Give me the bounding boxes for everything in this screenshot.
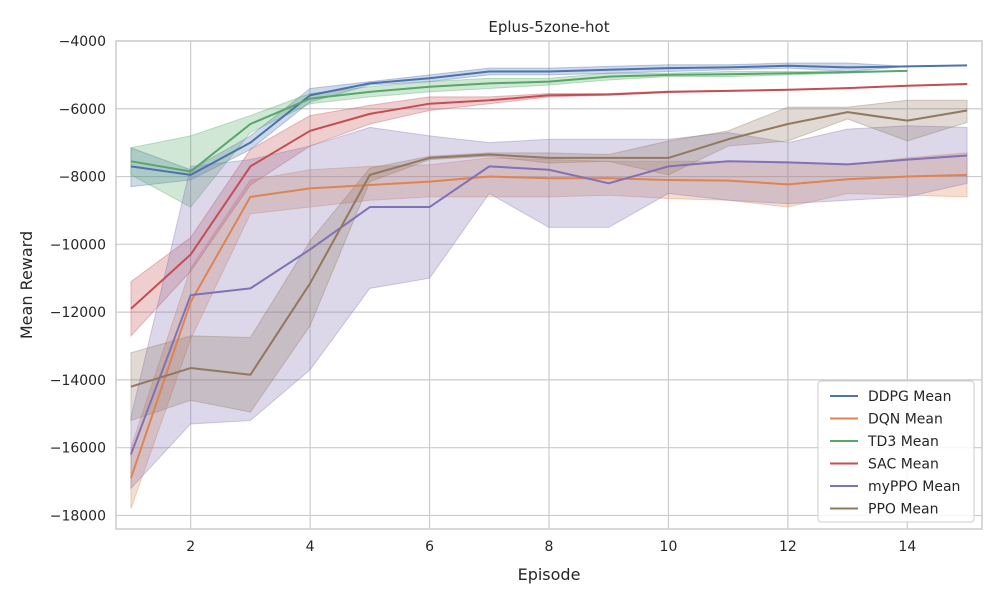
legend-label: PPO Mean	[868, 502, 939, 518]
x-tick-label: 6	[425, 539, 434, 555]
y-axis-label: Mean Reward	[17, 231, 36, 339]
line-layer	[129, 64, 968, 479]
y-tick-label: −10000	[50, 237, 106, 253]
x-tick-label: 10	[660, 539, 678, 555]
dqn-mean-line	[129, 173, 968, 479]
y-tick-label: −14000	[50, 373, 106, 389]
ppo-mean-confidence-band	[130, 99, 968, 422]
y-tick-label: −4000	[59, 34, 106, 50]
y-tick-label: −8000	[59, 170, 106, 186]
y-tick-label: −16000	[50, 441, 106, 457]
plot-frame	[115, 40, 983, 530]
ppo-mean-line	[130, 109, 968, 388]
legend-label: DDPG Mean	[868, 389, 951, 405]
y-tick-label: −6000	[59, 102, 106, 118]
td3-mean-line	[130, 69, 908, 173]
y-tick-label: −18000	[50, 508, 106, 524]
myppo-mean-line	[129, 154, 968, 455]
x-tick-label: 14	[898, 539, 916, 555]
x-axis-label: Episode	[518, 565, 581, 584]
sac-mean-line	[130, 83, 968, 310]
myppo-mean-confidence-band	[130, 125, 968, 490]
legend-label: TD3 Mean	[867, 434, 939, 450]
legend-label: myPPO Mean	[868, 479, 960, 495]
x-tick-label: 8	[545, 539, 554, 555]
y-tick-label: −12000	[50, 305, 106, 321]
legend-label: DQN Mean	[868, 412, 943, 428]
tick-layer: 2 4 6 8 10 12 14 −18000 −16000 −14000 −12000 −10000…	[50, 34, 917, 555]
legend: DDPG Mean DQN Mean TD3 Mean SAC Mean myPPO M…	[817, 380, 975, 523]
ddpg-mean-line	[130, 64, 968, 176]
x-tick-label: 4	[306, 539, 315, 555]
dqn-mean-confidence-band	[130, 152, 968, 509]
legend-label: SAC Mean	[868, 457, 939, 473]
x-tick-label: 12	[779, 539, 797, 555]
chart-title: Eplus-5zone-hot	[488, 18, 609, 36]
x-tick-label: 2	[186, 539, 195, 555]
